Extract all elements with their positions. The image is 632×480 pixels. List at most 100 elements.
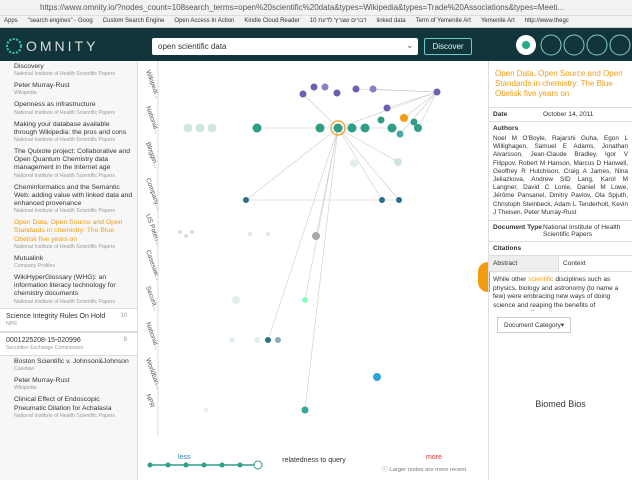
bookmark[interactable]: linked data	[376, 18, 406, 24]
result-title: Peter Murray-Rust	[14, 377, 70, 385]
edge	[337, 127, 383, 201]
authors-row: Authors Noel M O'Boyle, Rajarshi Guha, Eg…	[489, 121, 632, 220]
edge	[337, 127, 399, 163]
node	[333, 89, 341, 97]
edge	[302, 93, 339, 129]
label: Citations	[493, 245, 522, 253]
result-source: Securities Exchange Commission	[6, 345, 84, 352]
node	[178, 230, 182, 234]
slider-dot	[183, 462, 189, 468]
result-item[interactable]: Clinical Effect of Endoscopic Pneumatic …	[0, 394, 137, 421]
axis-label: relatedness to query	[282, 457, 346, 464]
result-item[interactable]: Boston Scientific v. Johnson&Johnson Case…	[0, 356, 137, 375]
edge	[245, 127, 339, 201]
slider-dot	[201, 462, 207, 468]
node	[373, 373, 381, 381]
category-button[interactable]: Document Category▾	[497, 317, 572, 334]
icon[interactable]	[563, 34, 585, 56]
icon[interactable]	[586, 34, 608, 56]
result-item[interactable]: Peter Murray-Rust Wikipedia	[0, 80, 137, 99]
result-count: 10	[120, 312, 127, 319]
node	[433, 88, 441, 96]
node	[360, 123, 370, 133]
label: Document Type	[493, 224, 542, 232]
highlight: scientific	[528, 276, 554, 284]
slider-dot	[219, 462, 225, 468]
slider-handle	[253, 460, 263, 470]
result-item[interactable]: Making your database available through W…	[0, 119, 137, 146]
node	[410, 118, 418, 126]
icon[interactable]	[540, 34, 562, 56]
node	[396, 130, 404, 138]
bookmark[interactable]: Open Access In Action	[174, 18, 235, 24]
result-item[interactable]: Open Data, Open Source and Open Standard…	[0, 217, 137, 253]
node	[302, 297, 308, 303]
result-item[interactable]: Science Integrity Rules On Hold NPR 10	[0, 307, 137, 332]
edge	[386, 91, 438, 109]
logo[interactable]: OMNITY	[26, 38, 99, 54]
query-tab[interactable]	[478, 262, 490, 292]
node	[396, 197, 402, 203]
tab[interactable]: Abstract	[489, 256, 559, 272]
address-bar[interactable]: https://www.omnity.io/?nodes_count=108se…	[0, 0, 632, 16]
node	[400, 114, 408, 122]
node	[243, 197, 249, 203]
result-title: Open Data, Open Source and Open Standard…	[14, 219, 123, 243]
detail-panel: Open Data, Open Source and Open Standard…	[488, 61, 632, 480]
toolbar-icons	[516, 34, 631, 56]
bookmark[interactable]: "search engines" - Goog	[27, 18, 93, 24]
label: Authors	[493, 125, 519, 132]
slider-dot	[147, 462, 153, 468]
edge	[267, 127, 339, 341]
dropdown-icon[interactable]: ⌄	[406, 40, 414, 50]
bookmark[interactable]: Term of Yemenite Art	[415, 18, 471, 24]
result-title: WikiHyperGlossary (WHG): an information …	[14, 274, 116, 298]
row-label: NPR	[144, 393, 155, 409]
result-item[interactable]: Openness as infrastructure National Insti…	[0, 99, 137, 118]
result-item[interactable]: Cheminformatics and the Semantic Web: ad…	[0, 182, 137, 218]
node	[266, 232, 270, 236]
edge	[304, 127, 339, 411]
result-item[interactable]: Discovery National Institute of Health Sc…	[0, 61, 137, 80]
result-title: Boston Scientific v. Johnson&Johnson	[14, 358, 129, 366]
note: ⓘ Larger nodes are more recent.	[382, 465, 468, 473]
icon[interactable]	[609, 34, 631, 56]
selected-ring	[330, 120, 346, 136]
result-item[interactable]: Peter Murray-Rust Wikipedia	[0, 375, 137, 394]
type-row: Document Type National Institute of Healt…	[489, 220, 632, 241]
result-source: National Institute of Health Scientific …	[14, 109, 115, 116]
result-item[interactable]: WikiHyperGlossary (WHG): an information …	[0, 272, 137, 308]
node	[299, 90, 307, 98]
search-box[interactable]: open scientific data	[152, 38, 418, 55]
result-item[interactable]: 0001225208-15-020996 Securities Exchange …	[0, 331, 137, 357]
result-title: Cheminformatics and the Semantic Web: ad…	[14, 183, 133, 208]
result-source: National Institute of Health Scientific …	[14, 71, 115, 78]
bookmark[interactable]: http://www.thegc	[524, 18, 569, 24]
text: While other	[493, 276, 529, 284]
discover-button[interactable]: Discover	[424, 38, 472, 55]
node	[190, 230, 194, 234]
bookmark[interactable]: Custom Search Engine	[102, 18, 165, 24]
result-source: Wikipedia	[14, 385, 37, 392]
bookmark[interactable]: 10 דברים שצריך לדעת	[309, 18, 367, 24]
node	[377, 116, 385, 124]
bookmark[interactable]: Kindle Cloud Reader	[244, 18, 300, 24]
result-title: The Quixote project: Collaborative and O…	[14, 148, 130, 172]
graph: Wikipedi...National...Bloggin...Company.…	[138, 61, 488, 480]
result-item[interactable]: The Quixote project: Collaborative and O…	[0, 146, 137, 182]
result-item[interactable]: Mutualink Company Profiles	[0, 253, 137, 272]
result-source: Wikipedia	[14, 90, 37, 97]
result-title: 0001225208-15-020996	[6, 336, 81, 344]
bookmark[interactable]: Yemenite Art	[480, 18, 515, 24]
tab[interactable]: Context	[563, 260, 586, 268]
node	[203, 407, 209, 413]
value: Noel M O'Boyle, Rajarshi Guha, Egon L Wi…	[493, 135, 628, 216]
bookmark[interactable]: Apps	[4, 18, 18, 24]
node	[350, 159, 358, 167]
results-list: Discovery National Institute of Health Sc…	[0, 61, 138, 480]
node	[183, 123, 193, 133]
detail-title: Open Data, Open Source and Open Standard…	[495, 69, 623, 98]
node	[195, 123, 205, 133]
slider-dot	[237, 462, 243, 468]
